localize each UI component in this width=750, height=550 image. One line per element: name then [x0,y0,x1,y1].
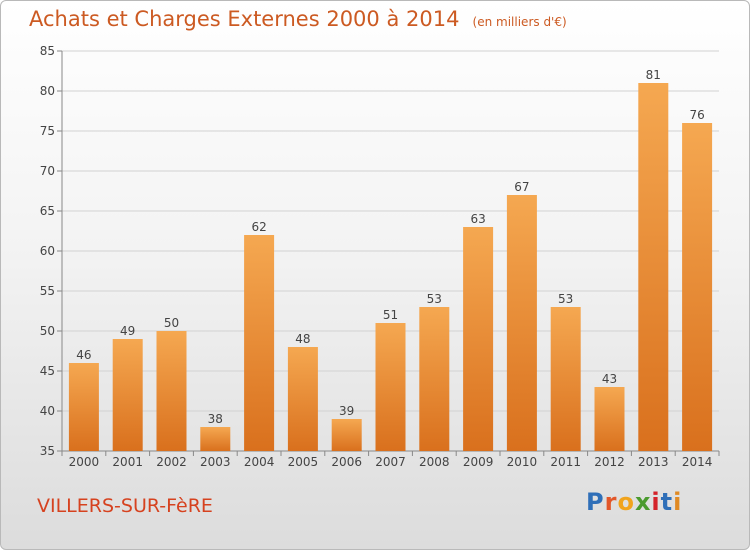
bar-2003 [200,427,231,451]
x-tick-label: 2007 [375,455,406,469]
value-label-2014: 76 [689,108,704,122]
logo-letter: t [660,488,674,516]
bars [68,83,713,451]
bar-2006 [331,419,362,451]
bar-2011 [550,307,581,451]
y-tick-label: 75 [40,124,55,138]
x-tick-label: 2013 [638,455,669,469]
bar-2013 [638,83,669,451]
x-tick-label: 2008 [419,455,450,469]
x-tick-label: 2002 [156,455,187,469]
value-label-2003: 38 [208,412,223,426]
value-label-2000: 46 [76,348,91,362]
value-label-2011: 53 [558,292,573,306]
y-tick-label: 70 [40,164,55,178]
value-label-2010: 67 [514,180,529,194]
proxiti-logo[interactable]: Proxiti [586,488,682,516]
x-tick-label: 2006 [331,455,362,469]
value-label-2009: 63 [470,212,485,226]
bar-2012 [594,387,625,451]
bar-2009 [463,227,494,451]
y-tick-label: 40 [40,404,55,418]
y-tick-label: 65 [40,204,55,218]
x-tick-label: 2011 [550,455,581,469]
chart-unit: (en milliers d'€) [472,15,567,29]
logo-letter: P [586,488,605,516]
bar-2002 [156,331,187,451]
value-label-2001: 49 [120,324,135,338]
logo-letter: i [673,488,683,516]
x-tick-label: 2003 [200,455,231,469]
y-tick-label: 80 [40,84,55,98]
y-tick-label: 50 [40,324,55,338]
chart-title: Achats et Charges Externes 2000 à 2014 [29,7,460,31]
commune-name: VILLERS-SUR-FèRE [37,495,213,517]
x-tick-label: 2005 [288,455,319,469]
logo-letter: x [634,488,652,516]
logo-letter: i [651,488,661,516]
bar-2001 [112,339,143,451]
bar-2010 [506,195,537,451]
y-tick-label: 35 [40,444,55,458]
bar-2007 [375,323,406,451]
bar-2000 [68,363,99,451]
y-tick-label: 45 [40,364,55,378]
x-tick-label: 2009 [463,455,494,469]
y-tick-label: 85 [40,44,55,58]
bar-2005 [287,347,318,451]
y-tick-label: 55 [40,284,55,298]
value-label-2008: 53 [427,292,442,306]
value-label-2004: 62 [251,220,266,234]
bar-2008 [419,307,450,451]
value-label-2007: 51 [383,308,398,322]
x-tick-label: 2014 [682,455,713,469]
bar-2014 [682,123,713,451]
value-label-2013: 81 [646,68,661,82]
logo-letter: r [604,488,618,516]
x-tick-label: 2001 [112,455,143,469]
x-tick-label: 2004 [244,455,275,469]
data-labels: 46 49 50 38 62 48 39 51 53 63 67 53 43 81 76 [76,68,704,426]
value-label-2012: 43 [602,372,617,386]
x-tick-label: 2012 [594,455,625,469]
x-tick-label: 2000 [69,455,100,469]
chart-title-block: Achats et Charges Externes 2000 à 2014 (… [29,7,567,31]
x-tick-label: 2010 [507,455,538,469]
value-label-2006: 39 [339,404,354,418]
value-label-2005: 48 [295,332,310,346]
bar-2004 [244,235,275,451]
logo-letter: o [617,488,635,516]
value-label-2002: 50 [164,316,179,330]
y-tick-label: 60 [40,244,55,258]
